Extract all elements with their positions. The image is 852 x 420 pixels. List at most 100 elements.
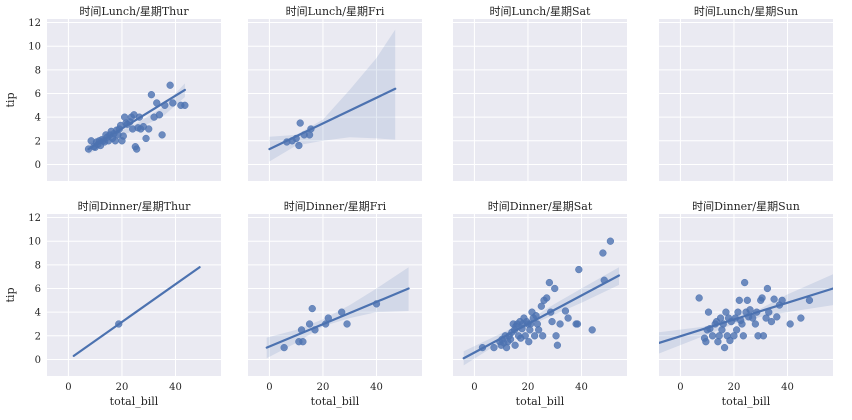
data-point [552,332,560,340]
data-point [716,314,725,322]
data-point [308,304,316,313]
y-tick-label: 0 [35,160,41,171]
y-tick-label: 8 [35,65,41,76]
y-tick-label: 2 [35,136,41,147]
y-tick-label: 4 [35,113,41,124]
panel-title: 时间Dinner/星期Fri [284,200,387,213]
y-tick-label: 10 [28,42,41,53]
data-point [506,335,515,343]
y-tick-label: 6 [35,89,41,100]
y-tick-label: 10 [28,237,41,248]
data-point [548,317,556,326]
data-point [305,320,314,328]
regression-line [268,87,397,151]
facet-panel: 时间Dinner/星期Fri 0 20 40 total_bill [248,200,422,408]
data-point [758,294,766,302]
x-tick-label: 0 [65,382,71,393]
data-point [490,343,498,352]
panel-title: 时间Lunch/星期Sat [490,5,592,18]
data-point [759,332,768,340]
data-point [722,308,730,316]
data-point [763,284,772,293]
x-axis-label: total_bill [516,395,565,408]
data-point [556,320,564,328]
confidence-band [266,267,409,359]
regression-line [87,88,186,151]
data-point [718,326,726,334]
data-point [169,99,177,107]
data-point [735,296,743,304]
data-point [732,326,741,334]
data-point [525,338,533,346]
panel-title: 时间Lunch/星期Fri [286,5,385,18]
x-axis-label: total_bill [110,395,159,408]
regression-line [462,274,621,360]
data-point [535,326,543,334]
data-point [726,336,734,345]
panel-background [659,19,833,181]
x-tick-label: 40 [575,382,588,393]
data-point [158,131,166,139]
data-point [746,306,754,314]
x-tick-label: 20 [116,382,129,393]
y-axis-label: tip [4,93,17,108]
data-point [734,308,742,316]
data-point [305,131,314,139]
data-point [119,132,127,140]
data-point [120,113,129,121]
data-point [786,320,794,328]
data-point [606,237,615,245]
data-point [739,332,747,340]
y-tick-label: 2 [35,331,41,342]
panel-background [47,19,221,181]
data-point [155,111,164,119]
facet-panel: 时间Lunch/星期Thur 0 2 4 6 8 10 12 tip [4,5,221,181]
data-point [564,314,572,322]
panel-title: 时间Lunch/星期Thur [79,5,189,18]
y-tick-label: 12 [28,18,41,29]
data-point [714,338,722,346]
data-point [181,101,189,109]
data-point [545,278,554,287]
x-tick-label: 0 [677,382,683,393]
panel-background [453,19,627,181]
data-point [142,134,150,143]
data-point [551,284,559,293]
y-axis-label: tip [4,288,17,303]
panel-title: 时间Dinner/星期Sat [488,200,593,213]
data-point [166,81,174,89]
data-point [511,341,519,349]
panel-title: 时间Dinner/星期Thur [78,200,191,213]
data-point [770,295,778,303]
data-point [702,338,710,346]
data-point [720,343,729,352]
data-point [299,338,307,346]
facet-panel: 时间Dinner/星期Sun 0 20 40 total_bill [659,200,833,408]
data-point [575,265,583,274]
x-tick-label: 40 [781,382,794,393]
data-point [537,302,545,310]
confidence-band [269,29,396,162]
data-point [704,308,713,316]
data-point [741,278,749,287]
data-point [343,320,351,328]
y-tick-label: 12 [28,213,41,224]
data-point [561,307,570,315]
data-point [797,314,805,322]
panel-title: 时间Dinner/星期Sun [692,200,800,213]
data-point [695,294,703,302]
y-tick-label: 4 [35,308,41,319]
data-point [145,125,153,133]
data-point [730,332,738,340]
data-point [539,332,547,340]
data-point [296,119,304,127]
data-point [147,91,156,99]
data-point [767,317,776,326]
x-tick-label: 20 [522,382,535,393]
x-tick-label: 0 [471,382,477,393]
y-tick-label: 8 [35,260,41,271]
data-point [280,343,288,352]
facet-panel: 时间Lunch/星期Sun [659,5,833,181]
data-point [762,314,770,322]
